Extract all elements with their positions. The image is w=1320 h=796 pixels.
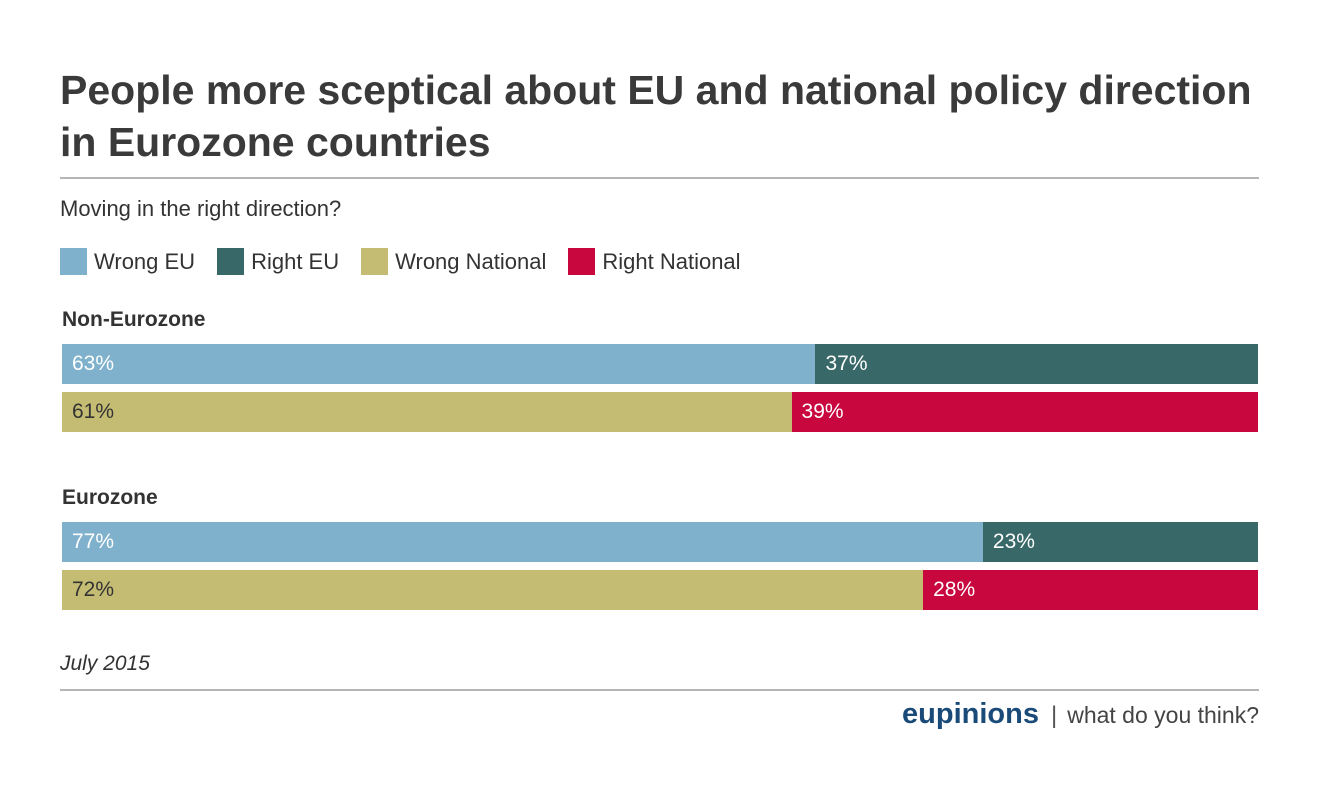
brand-logo: eupinions	[902, 698, 1039, 730]
legend-swatch	[217, 248, 245, 275]
legend-label: Wrong EU	[94, 248, 196, 274]
bar-row: 72% 28%	[62, 570, 1258, 610]
bar-segment-right-eu: 23%	[982, 522, 1258, 562]
bar-segment-wrong-national: 72%	[62, 570, 924, 610]
legend-label: Right National	[602, 248, 741, 274]
legend: Wrong EU Right EU Wrong National Right Nati…	[60, 248, 763, 275]
bar-row: 63% 37%	[62, 344, 1258, 384]
legend-label: Wrong National	[395, 248, 547, 274]
group-label-eurozone: Eurozone	[62, 486, 158, 509]
bar-segment-wrong-eu: 77%	[62, 522, 983, 562]
chart-title: People more sceptical about EU and natio…	[60, 67, 1252, 165]
legend-item-right-national: Right National	[568, 248, 741, 275]
title-divider	[60, 177, 1259, 179]
bar-segment-wrong-eu: 63%	[62, 344, 816, 384]
group-label-non-eurozone: Non-Eurozone	[62, 308, 206, 331]
legend-item-wrong-national: Wrong National	[361, 248, 546, 275]
legend-swatch	[568, 248, 596, 275]
bar-segment-right-national: 39%	[791, 392, 1258, 432]
footer-separator: |	[1050, 702, 1058, 729]
footer-tagline: what do you think?	[1067, 702, 1259, 728]
footer-divider	[60, 689, 1259, 691]
bar-row: 61% 39%	[62, 392, 1258, 432]
legend-swatch	[60, 248, 87, 275]
legend-swatch	[361, 248, 389, 275]
bar-segment-right-eu: 37%	[815, 344, 1258, 384]
chart-subtitle: Moving in the right direction?	[60, 196, 342, 221]
bar-row: 77% 23%	[62, 522, 1258, 562]
date-label: July 2015	[60, 652, 150, 675]
legend-item-wrong-eu: Wrong EU	[60, 248, 195, 275]
bar-segment-wrong-national: 61%	[62, 392, 792, 432]
footer: eupinions | what do you think?	[902, 698, 1259, 731]
bar-segment-right-national: 28%	[923, 570, 1258, 610]
legend-label: Right EU	[251, 248, 340, 274]
legend-item-right-eu: Right EU	[217, 248, 339, 275]
